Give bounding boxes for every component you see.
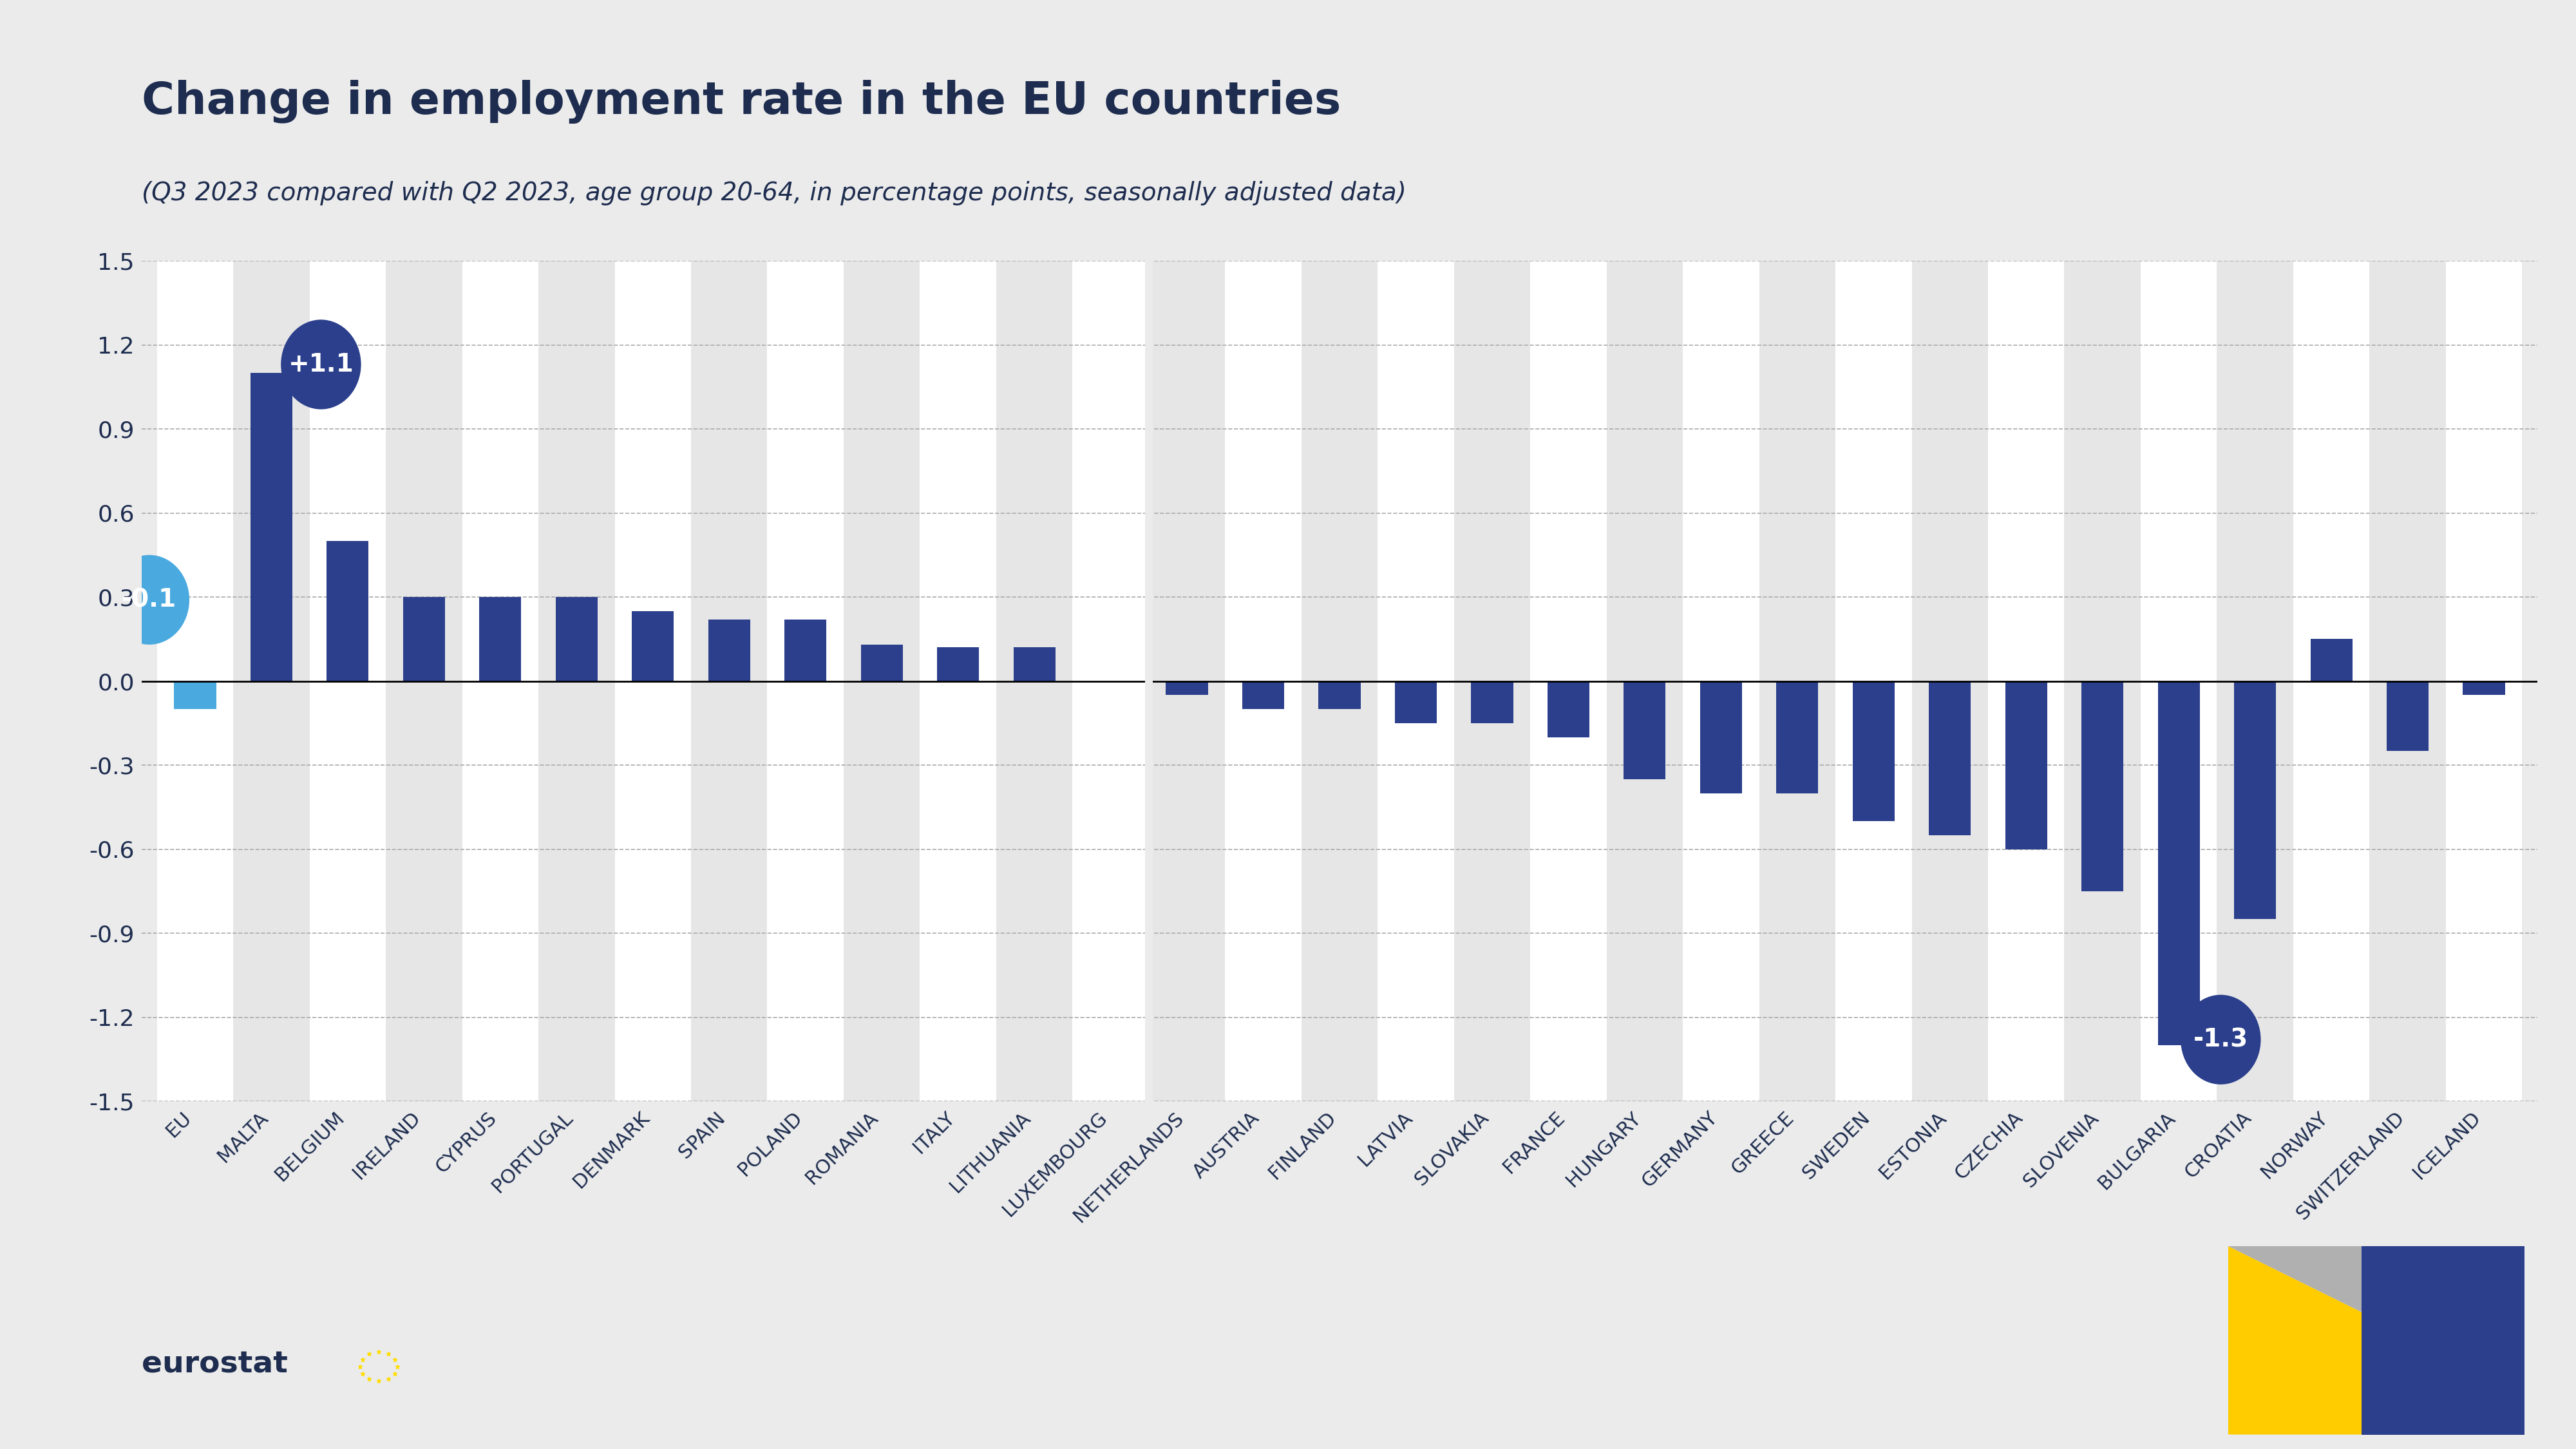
Bar bbox=[1607, 261, 1682, 1101]
Bar bbox=[1012, 648, 1056, 681]
Bar bbox=[2081, 681, 2123, 891]
Bar bbox=[860, 645, 902, 681]
Bar bbox=[2218, 261, 2293, 1101]
Bar bbox=[842, 261, 920, 1101]
Text: -0.1: -0.1 bbox=[121, 587, 178, 611]
Bar bbox=[2233, 681, 2277, 919]
Bar bbox=[1072, 261, 1149, 1101]
Bar bbox=[1471, 681, 1512, 723]
Bar bbox=[631, 611, 675, 681]
Bar bbox=[386, 261, 461, 1101]
Text: Change in employment rate in the EU countries: Change in employment rate in the EU coun… bbox=[142, 80, 1342, 123]
Bar bbox=[1530, 261, 1607, 1101]
Bar bbox=[938, 648, 979, 681]
Bar bbox=[175, 681, 216, 709]
Bar bbox=[2388, 681, 2429, 751]
Bar bbox=[2463, 681, 2504, 696]
Bar bbox=[556, 597, 598, 681]
Bar bbox=[1394, 681, 1437, 723]
Text: eurostat: eurostat bbox=[142, 1350, 289, 1379]
Bar bbox=[1911, 261, 1989, 1101]
Bar bbox=[1929, 681, 1971, 835]
Bar bbox=[2159, 681, 2200, 1045]
Bar bbox=[1149, 261, 1226, 1101]
Text: (Q3 2023 compared with Q2 2023, age group 20-64, in percentage points, seasonall: (Q3 2023 compared with Q2 2023, age grou… bbox=[142, 181, 1406, 206]
Bar bbox=[327, 540, 368, 681]
Bar bbox=[479, 597, 520, 681]
Polygon shape bbox=[2362, 1246, 2524, 1435]
Bar bbox=[1989, 261, 2063, 1101]
Text: +1.1: +1.1 bbox=[289, 352, 353, 377]
Bar bbox=[997, 261, 1072, 1101]
Bar bbox=[1301, 261, 1378, 1101]
Ellipse shape bbox=[108, 555, 191, 645]
Ellipse shape bbox=[281, 320, 361, 409]
Bar bbox=[1453, 261, 1530, 1101]
Bar bbox=[461, 261, 538, 1101]
Bar bbox=[402, 597, 446, 681]
Bar bbox=[2445, 261, 2522, 1101]
Bar bbox=[786, 619, 827, 681]
Bar bbox=[1700, 681, 1741, 793]
Polygon shape bbox=[2228, 1246, 2362, 1435]
Bar bbox=[1144, 261, 1151, 1101]
Bar bbox=[250, 372, 291, 681]
Bar bbox=[2141, 261, 2218, 1101]
Bar bbox=[234, 261, 309, 1101]
Ellipse shape bbox=[2182, 995, 2262, 1084]
Bar bbox=[768, 261, 842, 1101]
Bar bbox=[690, 261, 768, 1101]
Bar bbox=[1837, 261, 1911, 1101]
Bar bbox=[1623, 681, 1667, 780]
Bar bbox=[1759, 261, 1837, 1101]
Bar bbox=[616, 261, 690, 1101]
Bar bbox=[157, 261, 234, 1101]
Bar bbox=[1242, 681, 1285, 709]
Bar bbox=[1378, 261, 1453, 1101]
Bar bbox=[1548, 681, 1589, 738]
Bar bbox=[2370, 261, 2445, 1101]
Bar bbox=[1852, 681, 1893, 822]
Text: -1.3: -1.3 bbox=[2192, 1027, 2249, 1052]
Bar bbox=[2293, 261, 2370, 1101]
Bar bbox=[1777, 681, 1819, 793]
Bar bbox=[1682, 261, 1759, 1101]
Bar bbox=[2004, 681, 2048, 849]
Bar bbox=[920, 261, 997, 1101]
Bar bbox=[708, 619, 750, 681]
Bar bbox=[2063, 261, 2141, 1101]
Bar bbox=[309, 261, 386, 1101]
Bar bbox=[538, 261, 616, 1101]
Bar bbox=[1226, 261, 1301, 1101]
Polygon shape bbox=[2228, 1246, 2362, 1313]
Bar bbox=[2311, 639, 2352, 681]
Bar bbox=[1167, 681, 1208, 696]
Bar bbox=[1319, 681, 1360, 709]
